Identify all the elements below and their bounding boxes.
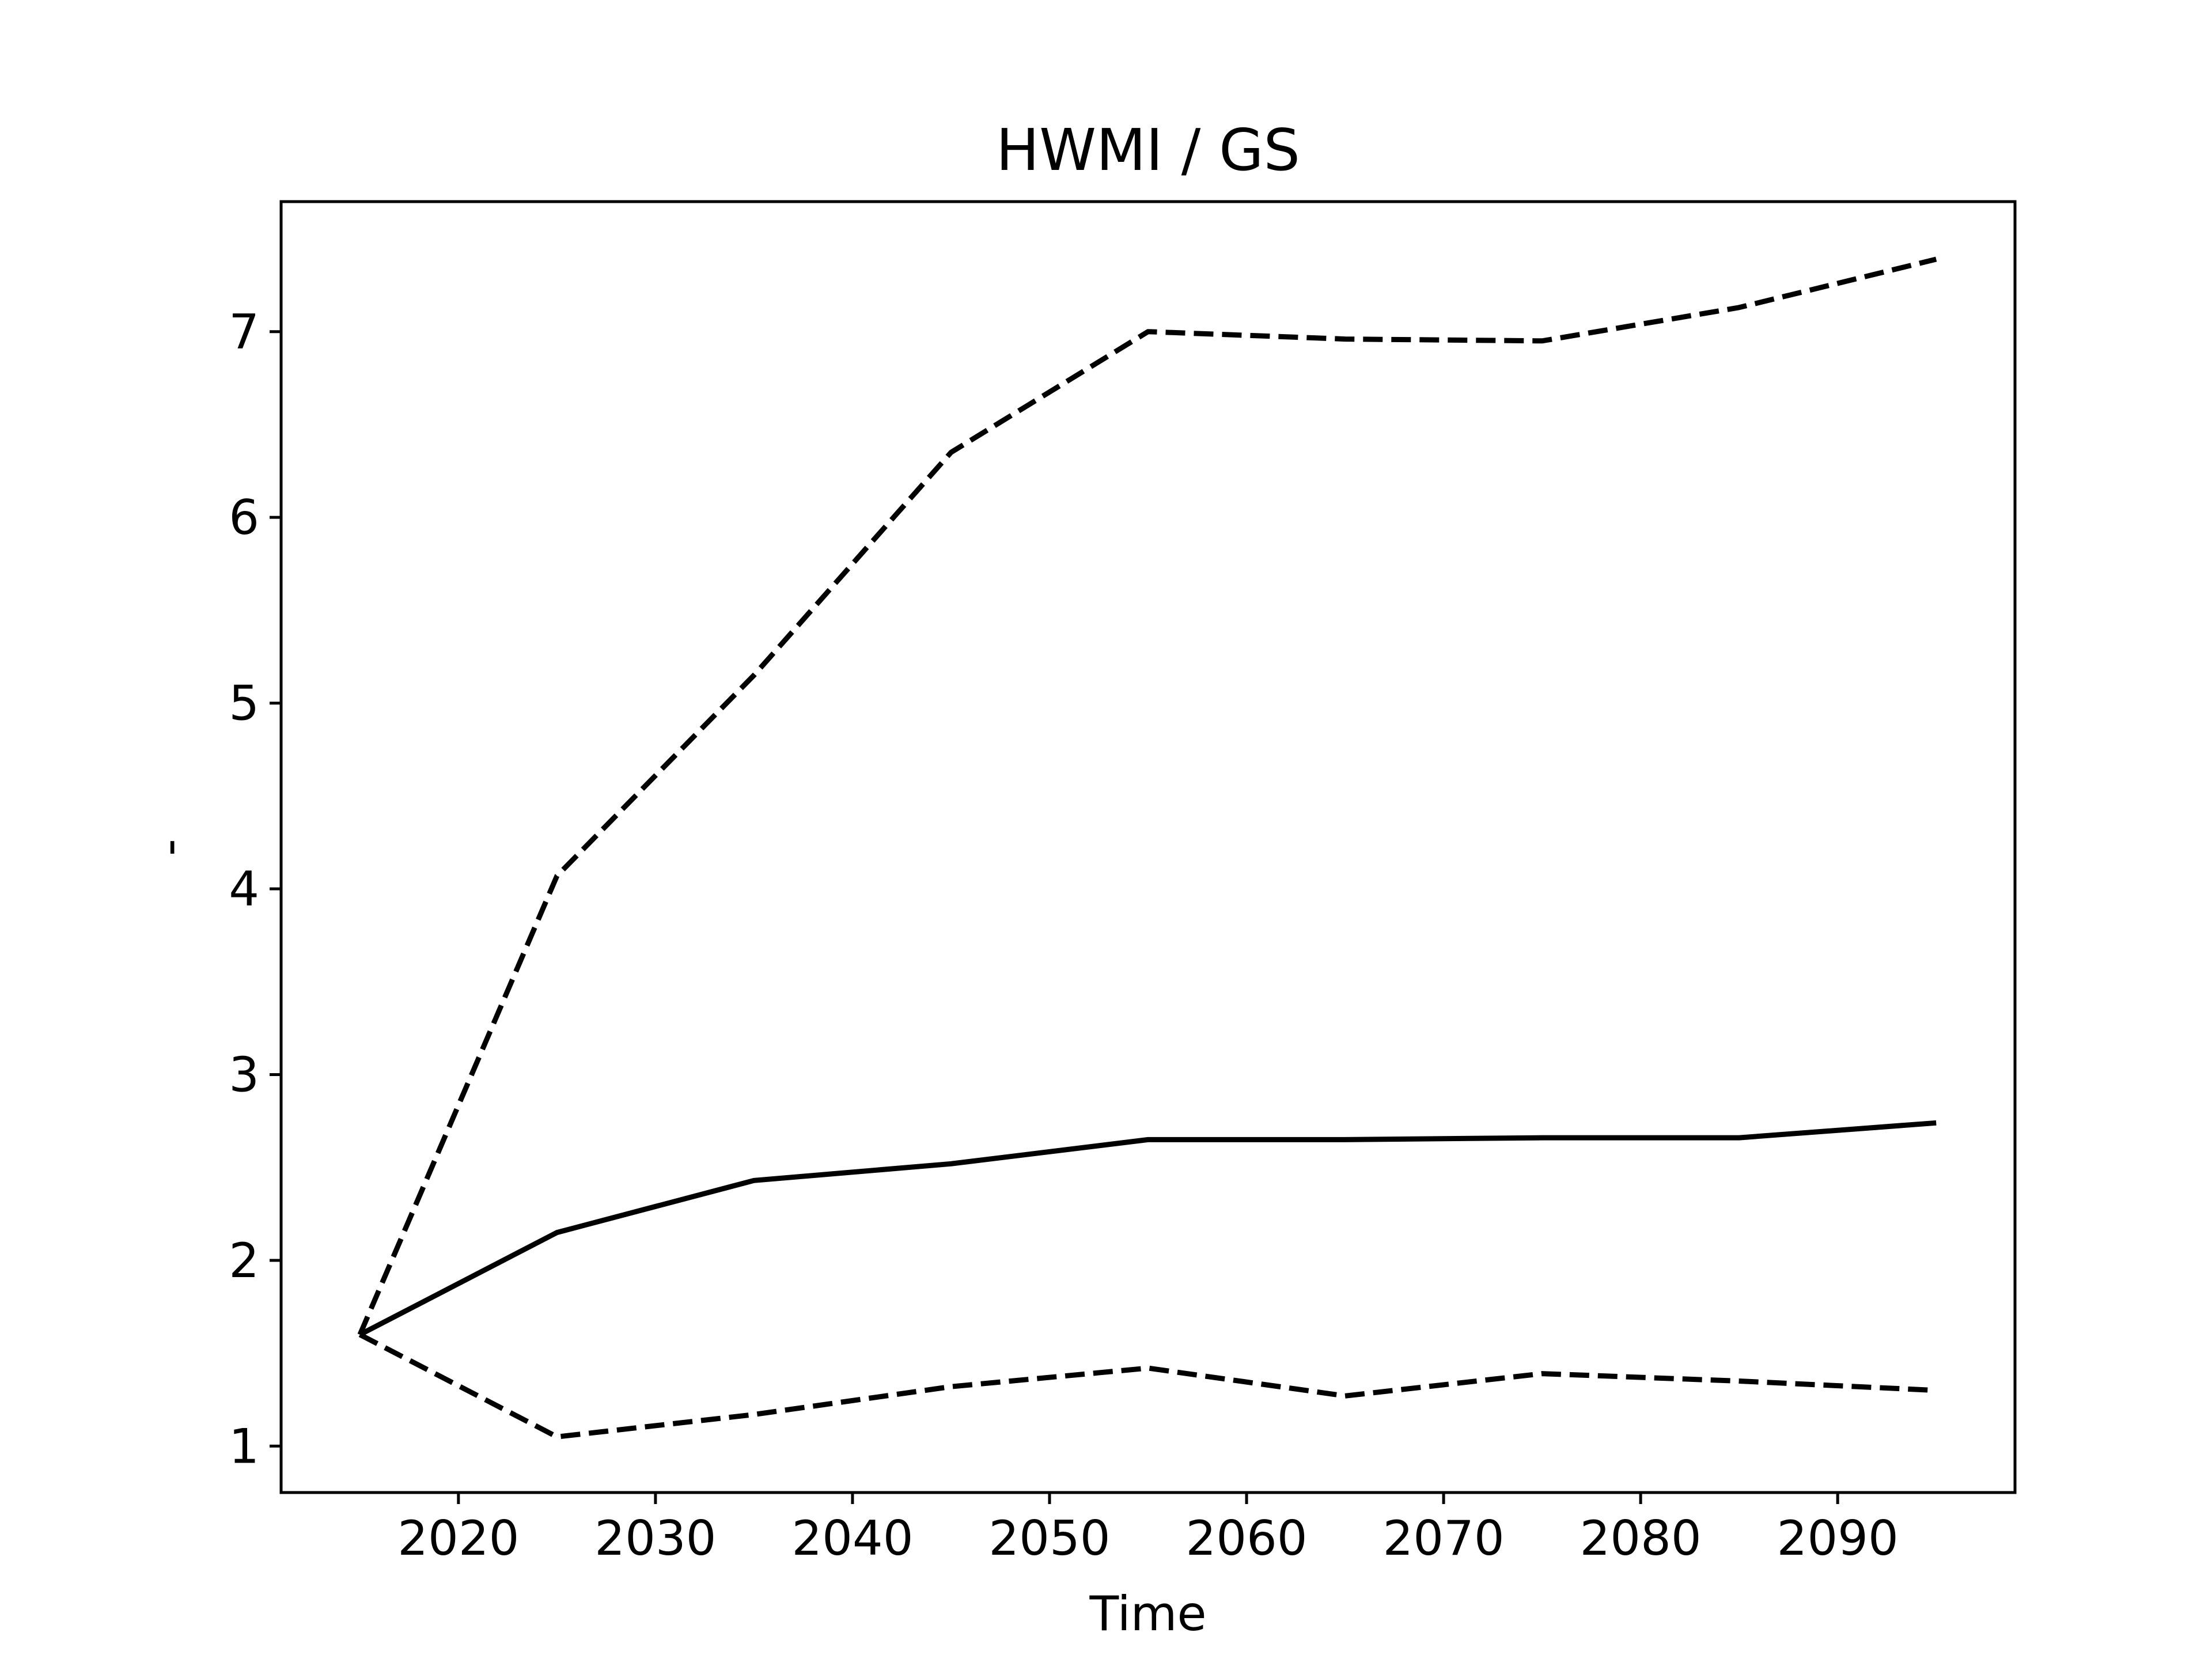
y-tick-label: 3 (229, 1047, 259, 1103)
y-tick-label: 4 (229, 861, 259, 917)
plot-frame (279, 200, 2017, 1494)
x-tick-label: 2060 (1185, 1510, 1307, 1566)
x-axis-label: Time (1089, 1586, 1206, 1642)
x-tick-label: 2070 (1382, 1510, 1504, 1566)
y-tick-label: 1 (229, 1418, 259, 1474)
x-tick-label: 2030 (594, 1510, 716, 1566)
series-layer (357, 256, 1937, 1440)
y-tick-label: 6 (229, 490, 259, 546)
y-tick-label: 7 (229, 304, 259, 360)
x-tick-label: 2080 (1580, 1510, 1701, 1566)
series-line-2 (358, 1120, 1937, 1337)
y-tick-label: 2 (229, 1233, 259, 1289)
series-line-3 (358, 1332, 1937, 1440)
series-line-1 (357, 256, 1937, 1336)
y-axis-ticks: 1 2 3 4 5 6 7 (229, 304, 281, 1474)
y-tick-label: 5 (229, 676, 259, 732)
x-tick-label: 2040 (791, 1510, 913, 1566)
x-tick-label: 2090 (1777, 1510, 1899, 1566)
y-axis-label: - (141, 839, 197, 856)
x-tick-label: 2050 (988, 1510, 1110, 1566)
chart-title: HWMI / GS (996, 116, 1300, 184)
x-axis-ticks: 2020 2030 2040 2050 2060 2070 2080 2090 (397, 1493, 1899, 1566)
x-tick-label: 2020 (397, 1510, 519, 1566)
